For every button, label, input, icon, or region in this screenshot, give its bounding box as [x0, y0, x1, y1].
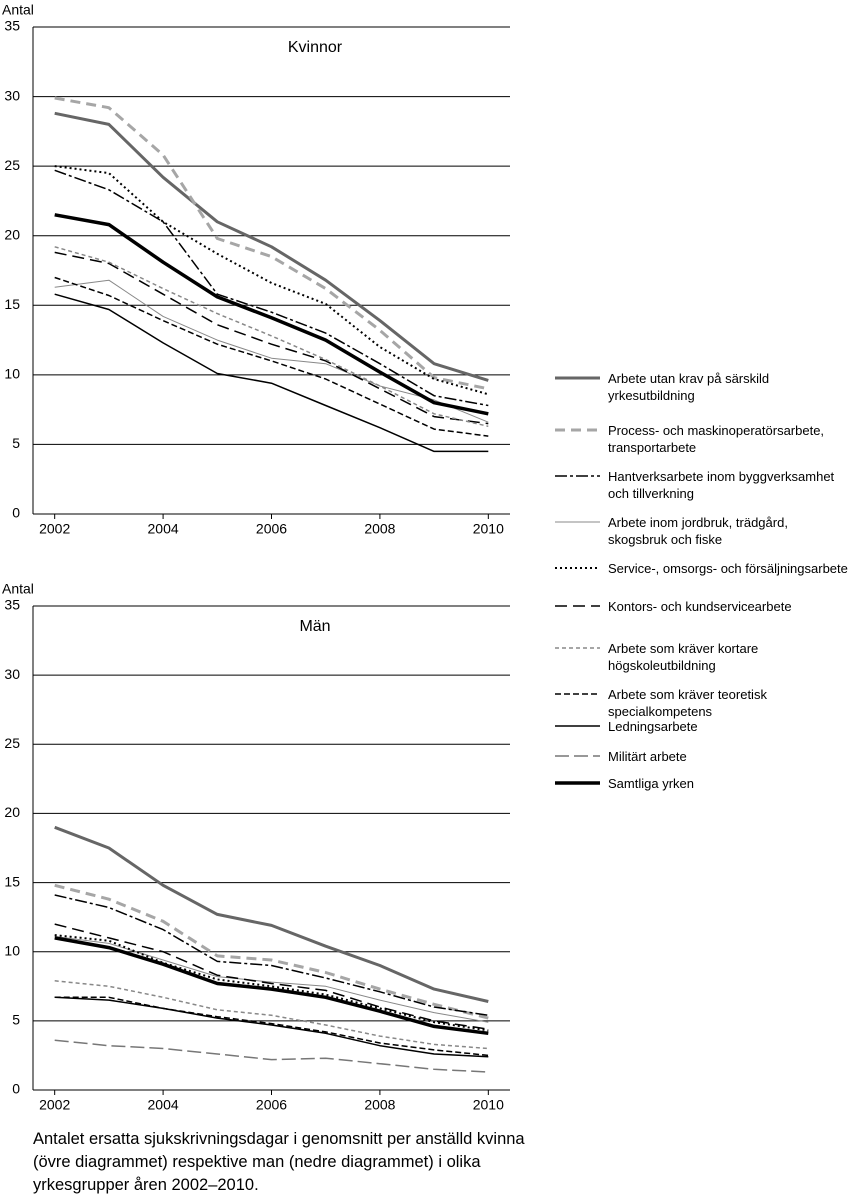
series-line — [54, 936, 489, 1023]
series-line — [54, 894, 489, 1017]
x-tick-label: 2002 — [39, 1097, 70, 1113]
x-tick-label: 2006 — [256, 521, 287, 537]
series-line — [54, 251, 489, 425]
y-tick-label: 0 — [12, 1081, 20, 1097]
series-line — [54, 936, 489, 1036]
chart-title: Kvinnor — [288, 39, 343, 56]
series-line — [54, 246, 489, 428]
x-tick-label: 2008 — [364, 1097, 395, 1113]
series-line — [54, 276, 489, 437]
series-line — [54, 980, 489, 1050]
y-tick-label: 10 — [4, 366, 20, 382]
y-tick-label: 35 — [4, 597, 20, 613]
y-tick-label: 30 — [4, 666, 20, 682]
series-line — [54, 1039, 489, 1073]
y-tick-label: 5 — [12, 435, 20, 451]
y-tick-label: 20 — [4, 226, 20, 242]
y-axis-label: Antal — [2, 2, 34, 18]
x-tick-label: 2006 — [256, 1097, 287, 1113]
y-tick-label: 25 — [4, 157, 20, 173]
series-line — [54, 279, 489, 423]
series-line — [54, 169, 489, 407]
series-line — [54, 213, 489, 416]
legend-label: Arbete som kräver teoretisk specialkompe… — [608, 687, 767, 719]
chart-title: Män — [299, 618, 330, 635]
legend-label: Hantverksarbete inom byggverksamhet och … — [608, 469, 835, 501]
series-line — [54, 883, 489, 1020]
legend-label: Service-, omsorgs- och försäljningsarbet… — [608, 561, 848, 576]
series-line — [54, 825, 489, 1003]
y-tick-label: 20 — [4, 804, 20, 820]
x-tick-label: 2002 — [39, 521, 70, 537]
y-tick-label: 15 — [4, 296, 20, 312]
y-axis-label: Antal — [2, 581, 34, 597]
legend-label: Samtliga yrken — [608, 776, 694, 791]
y-tick-label: 15 — [4, 873, 20, 889]
series-line — [54, 996, 489, 1057]
y-tick-label: 30 — [4, 87, 20, 103]
series-line — [54, 111, 489, 382]
x-tick-label: 2004 — [148, 1097, 179, 1113]
caption: Antalet ersatta sjukskrivningsdagar i ge… — [33, 1130, 525, 1194]
x-tick-label: 2010 — [473, 1097, 504, 1113]
series-line — [54, 165, 489, 396]
legend-label: Ledningsarbete — [608, 719, 698, 734]
y-tick-label: 5 — [12, 1012, 20, 1028]
y-tick-label: 10 — [4, 942, 20, 958]
series-line — [54, 923, 489, 1030]
legend-label: Arbete utan krav på särskild yrkesutbild… — [608, 371, 770, 403]
y-tick-label: 0 — [12, 505, 20, 521]
x-tick-label: 2010 — [473, 521, 504, 537]
legend-label: Kontors- och kundservicearbete — [608, 599, 792, 614]
legend-label: Process- och maskinoperatörsarbete, tran… — [608, 423, 825, 455]
legend-label: Arbete som kräver kortare högskoleutbild… — [608, 641, 759, 673]
legend-label: Arbete inom jordbruk, trädgård, skogsbru… — [608, 515, 788, 547]
series-line — [54, 996, 489, 1058]
y-tick-label: 35 — [4, 18, 20, 34]
x-tick-label: 2008 — [364, 521, 395, 537]
series-line — [54, 96, 489, 391]
series-line — [54, 293, 489, 453]
x-tick-label: 2004 — [148, 521, 179, 537]
legend-label: Militärt arbete — [608, 749, 687, 764]
y-tick-label: 25 — [4, 735, 20, 751]
